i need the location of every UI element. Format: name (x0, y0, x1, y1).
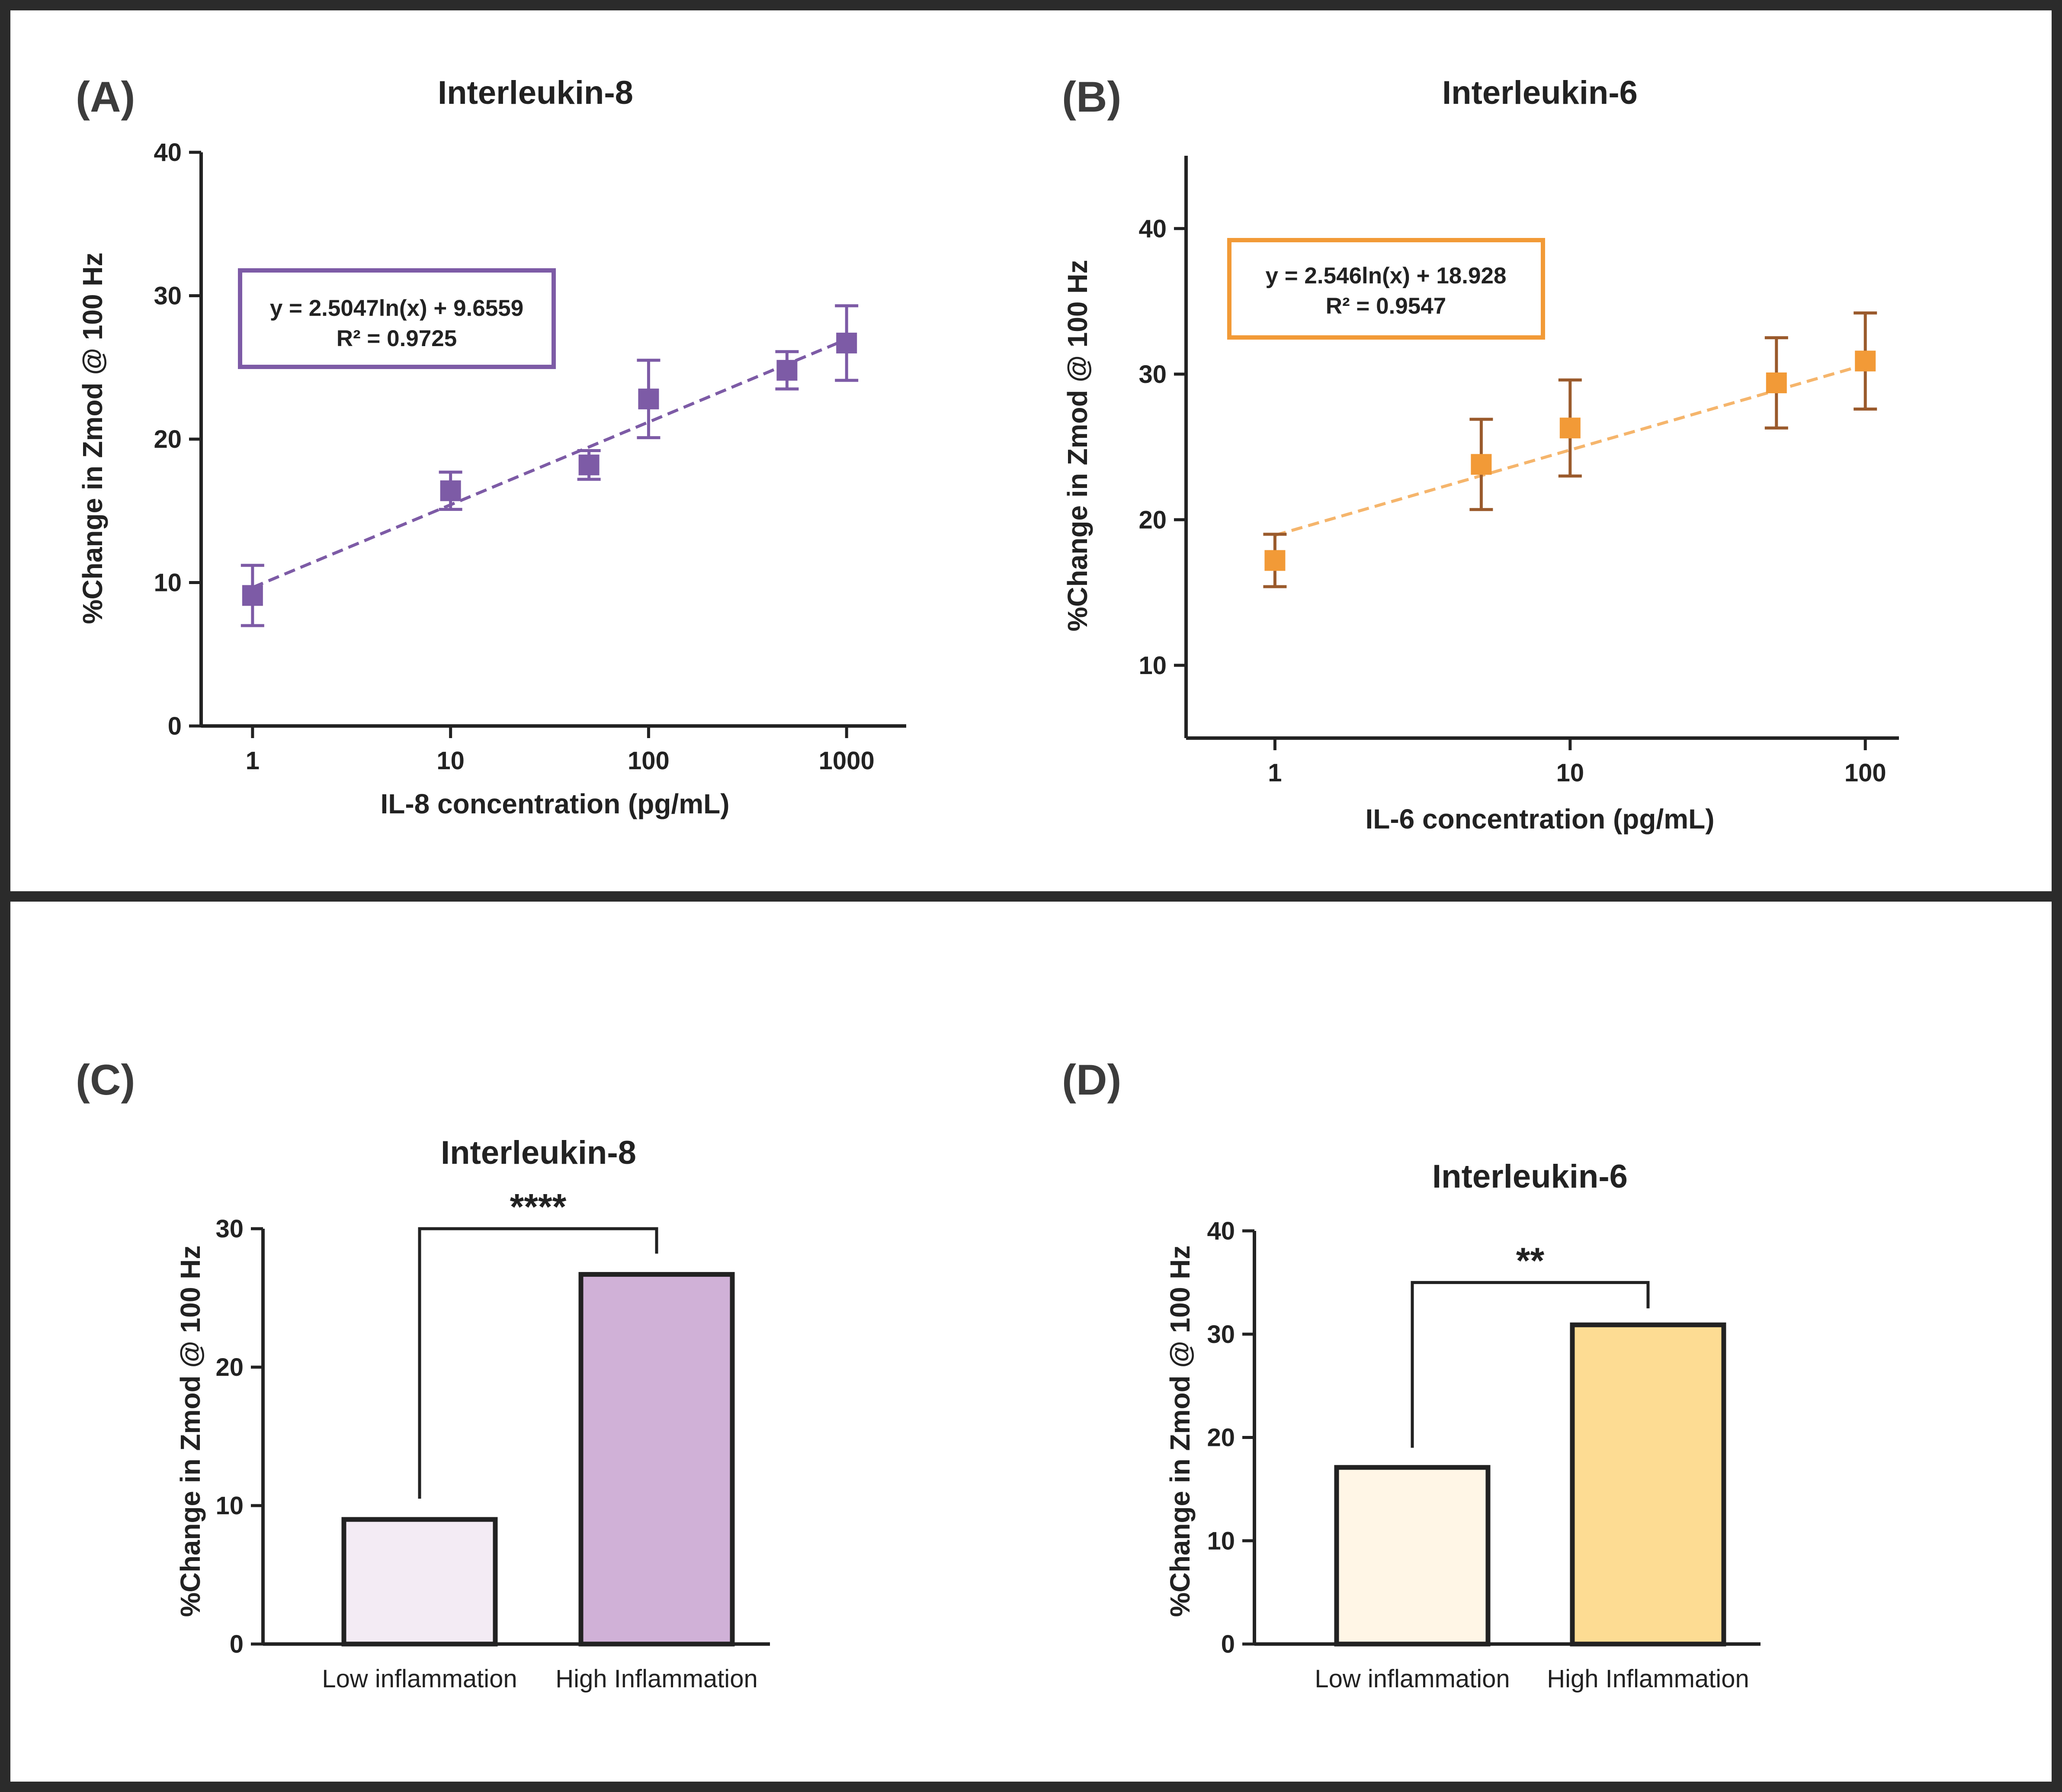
chart-title-c: Interleukin-8 (441, 1134, 636, 1171)
bottom-frame (0, 891, 2062, 1792)
data-point-a (242, 585, 263, 606)
equation-box-b (1227, 238, 1545, 340)
x-tick-label-a: 1 (246, 747, 260, 775)
r-squared-b: R² = 0.9547 (1326, 293, 1446, 319)
y-tick-label-a: 20 (154, 425, 182, 453)
panel-label-c: (C) (76, 1056, 135, 1104)
y-tick-label-a: 0 (168, 712, 182, 740)
y-tick-label-c: 20 (215, 1353, 244, 1381)
x-tick-label-a: 10 (436, 747, 465, 775)
top-frame (0, 0, 2062, 902)
y-tick-label-b: 30 (1138, 360, 1167, 389)
r-squared-a: R² = 0.9725 (337, 326, 457, 351)
y-axis-title-b: %Change in Zmod @ 100 Hz (1062, 260, 1093, 632)
y-tick-label-a: 30 (154, 282, 182, 310)
y-tick-label-d: 20 (1207, 1424, 1235, 1452)
data-point-b (1559, 417, 1581, 439)
y-tick-label-d: 30 (1207, 1320, 1235, 1349)
panel-c: (C) Interleukin-8 %Change in Zmod @ 100 … (76, 1056, 770, 1693)
y-axis-title-d: %Change in Zmod @ 100 Hz (1164, 1246, 1196, 1617)
data-point-a (578, 454, 600, 475)
panel-label-b: (B) (1062, 73, 1121, 121)
significance-stars-d: ** (1516, 1240, 1545, 1281)
x-tick-label-b: 10 (1556, 759, 1584, 787)
y-tick-label-d: 40 (1207, 1217, 1235, 1245)
y-tick-label-d: 10 (1207, 1527, 1235, 1555)
x-tick-label-a: 100 (628, 747, 670, 775)
y-tick-label-a: 10 (154, 569, 182, 597)
category-label-d: Low inflammation (1315, 1665, 1510, 1693)
category-label-d: High Inflammation (1547, 1665, 1749, 1693)
significance-stars-c: **** (510, 1186, 567, 1227)
data-point-a (836, 332, 857, 353)
bar-d (1334, 1465, 1491, 1647)
equation-box-a (238, 268, 556, 369)
data-point-b (1855, 350, 1876, 372)
y-tick-label-b: 40 (1138, 215, 1167, 243)
data-point-a (638, 389, 659, 410)
significance-bracket-c (418, 1227, 658, 1499)
data-point-b (1471, 454, 1492, 475)
y-tick-label-b: 10 (1138, 652, 1167, 680)
category-label-c: Low inflammation (322, 1665, 517, 1693)
y-tick-label-b: 20 (1138, 506, 1167, 534)
x-tick-label-b: 100 (1844, 759, 1886, 787)
y-tick-label-a: 40 (154, 138, 182, 167)
y-axis-title-a: %Change in Zmod @ 100 Hz (77, 253, 108, 624)
x-tick-label-b: 1 (1268, 759, 1282, 787)
significance-bracket-d (1411, 1281, 1650, 1448)
y-tick-label-c: 30 (215, 1215, 244, 1243)
y-axis-title-c: %Change in Zmod @ 100 Hz (175, 1246, 206, 1617)
bar-d (1570, 1322, 1726, 1647)
panel-label-a: (A) (76, 73, 135, 121)
chart-title-a: Interleukin-8 (438, 74, 633, 111)
data-point-b (1766, 372, 1787, 393)
panel-b: (B) Interleukin-6 %Change in Zmod @ 100 … (1062, 73, 1899, 835)
x-axis-title-b: IL-6 concentration (pg/mL) (1365, 803, 1714, 835)
y-tick-label-c: 0 (230, 1630, 244, 1658)
bar-c (341, 1517, 498, 1647)
y-tick-label-d: 0 (1221, 1630, 1235, 1658)
x-tick-label-a: 1000 (819, 747, 875, 775)
bar-c (578, 1272, 735, 1647)
panel-label-d: (D) (1062, 1056, 1121, 1104)
fit-equation-b: y = 2.546ln(x) + 18.928 (1266, 263, 1507, 289)
fit-curve-a (252, 338, 847, 589)
data-point-b (1264, 550, 1286, 571)
data-point-a (440, 480, 461, 501)
data-point-a (776, 360, 798, 381)
y-tick-label-c: 10 (215, 1492, 244, 1520)
panel-d: (D) Interleukin-6 %Change in Zmod @ 100 … (1062, 1056, 1761, 1693)
chart-title-d: Interleukin-6 (1432, 1158, 1628, 1195)
category-label-c: High Inflammation (555, 1665, 757, 1693)
fit-equation-a: y = 2.5047ln(x) + 9.6559 (270, 295, 523, 321)
chart-title-b: Interleukin-6 (1442, 74, 1638, 111)
panel-a: (A) Interleukin-8 %Change in Zmod @ 100 … (76, 73, 906, 819)
x-axis-title-a: IL-8 concentration (pg/mL) (380, 788, 729, 819)
